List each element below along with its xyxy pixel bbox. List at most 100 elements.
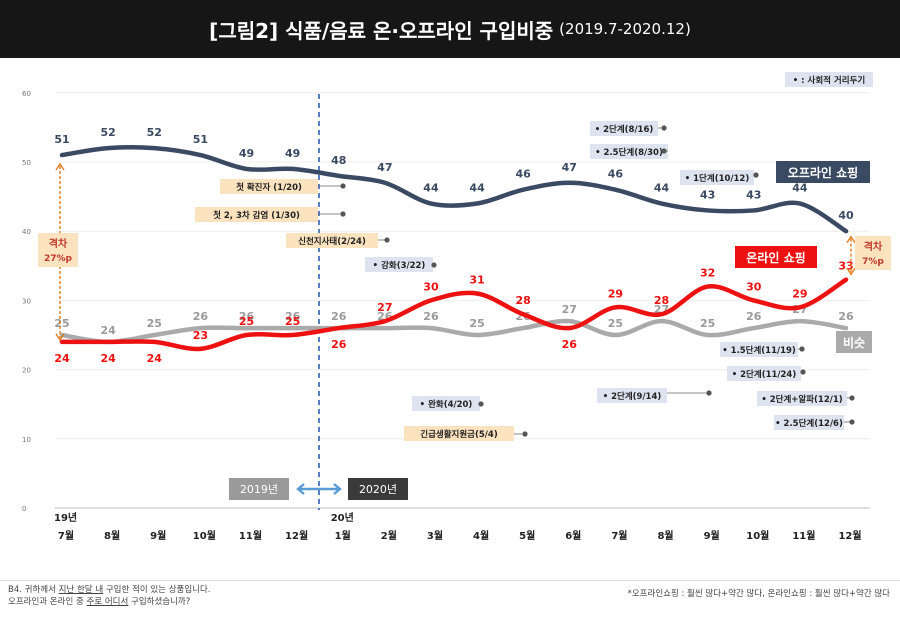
data-label: 31 — [469, 273, 484, 286]
event-box — [404, 426, 514, 441]
event-dot — [800, 369, 806, 375]
x-tick-label: 7월 — [58, 530, 74, 542]
y-tick-label: 40 — [22, 228, 31, 236]
data-label: 25 — [469, 317, 484, 330]
event-box — [757, 391, 847, 406]
x-tick-label: 3월 — [427, 530, 443, 542]
event-label: • 2단계(11/24) — [732, 369, 797, 380]
event-label: 첫 확진자 (1/20) — [236, 182, 302, 193]
data-label: 26 — [838, 310, 854, 323]
data-label: 44 — [654, 182, 670, 195]
event-label: • 2단계(9/14) — [603, 391, 662, 402]
data-label: 25 — [147, 317, 162, 330]
data-label: 46 — [516, 168, 532, 181]
x-tick-label: 10월 — [193, 530, 216, 542]
gap-label: 격차 — [864, 240, 883, 253]
event-annotation: 신천지사태(2/24) — [286, 233, 390, 248]
year-badge-label: 2019년 — [240, 483, 278, 496]
data-label: 27 — [377, 301, 392, 314]
gap-box — [38, 233, 78, 267]
event-label: • 1단계(10/12) — [685, 173, 750, 184]
event-label: • 1.5단계(11/19) — [722, 345, 796, 356]
gap-box — [855, 236, 891, 270]
event-dot — [478, 401, 484, 407]
y-tick-label: 20 — [22, 367, 31, 375]
event-dot — [340, 211, 346, 217]
data-label: 26 — [331, 338, 347, 351]
y-tick-label: 60 — [22, 90, 31, 98]
data-label: 26 — [331, 310, 347, 323]
event-dot — [431, 262, 437, 268]
gap-value: 27%p — [44, 254, 73, 264]
x-tick-label: 11월 — [239, 530, 262, 542]
data-label: 27 — [562, 303, 577, 316]
event-annotation: • 완화(4/20) — [412, 396, 484, 411]
data-label: 47 — [562, 161, 577, 174]
data-label: 40 — [838, 209, 854, 222]
data-label: 44 — [469, 182, 485, 195]
event-label: • 2.5단계(8/30) — [595, 147, 663, 158]
year-badge-label: 2020년 — [359, 483, 397, 496]
event-box — [195, 207, 318, 222]
event-annotation: 첫 2, 3차 감염 (1/30) — [195, 207, 346, 222]
legend-bg — [836, 331, 872, 353]
event-annotation: • 2단계(9/14) — [597, 388, 712, 403]
year-badge-2019: 2019년 — [229, 478, 289, 500]
gap-arrow-icon — [846, 235, 856, 276]
legend-online: 온라인 쇼핑 — [735, 246, 817, 268]
gap-arrow-icon — [55, 162, 65, 342]
event-box — [720, 342, 798, 357]
double-arrow-icon — [296, 483, 342, 495]
data-label: 24 — [100, 352, 116, 365]
x-tick-label: 9월 — [704, 530, 720, 542]
legend-similar: 비슷 — [836, 331, 872, 353]
event-annotation: • 2단계(8/16) — [590, 121, 667, 136]
distancing-legend-label: • : 사회적 거리두기 — [793, 75, 865, 86]
event-label: 긴급생활지원금(5/4) — [420, 429, 498, 440]
event-annotation: • 강화(3/22) — [365, 257, 437, 272]
data-label: 49 — [239, 147, 254, 160]
data-label: 25 — [285, 315, 300, 328]
legend-label: 온라인 쇼핑 — [746, 250, 805, 265]
footer-divider — [0, 580, 900, 581]
x-tick-label: 4월 — [473, 530, 489, 542]
event-label: 신천지사태(2/24) — [298, 236, 366, 247]
data-label: 48 — [331, 154, 346, 167]
chart-title-bar: [그림2] 식품/음료 온·오프라인 구입비중 (2019.7-2020.12) — [0, 0, 900, 58]
data-label: 23 — [193, 329, 208, 342]
footnote: *오프라인쇼핑 : 훨씬 많다+약간 많다, 온라인쇼핑 : 훨씬 많다+약간 … — [627, 589, 890, 599]
year-label: 20년 — [331, 511, 354, 524]
series-line-similar — [59, 318, 849, 345]
event-annotation: • 2단계(11/24) — [727, 366, 806, 381]
x-tick-label: 7월 — [611, 530, 627, 542]
data-label: 24 — [54, 352, 70, 365]
data-label: 25 — [54, 317, 69, 330]
event-label: 첫 2, 3차 감염 (1/30) — [213, 210, 300, 221]
event-dot — [849, 395, 855, 401]
data-label: 26 — [423, 310, 439, 323]
event-annotation: • 2.5단계(8/30) — [590, 144, 668, 159]
data-label: 26 — [746, 310, 762, 323]
x-tick-label: 5월 — [519, 530, 535, 542]
event-dot — [661, 148, 667, 154]
data-label: 25 — [700, 317, 715, 330]
distancing-legend-bg — [785, 72, 873, 87]
data-label: 26 — [193, 310, 209, 323]
event-annotation: 긴급생활지원금(5/4) — [404, 426, 528, 441]
distancing-legend: • : 사회적 거리두기 — [785, 72, 873, 87]
event-dot — [384, 237, 390, 243]
event-dot — [706, 390, 712, 396]
chart-title: [그림2] 식품/음료 온·오프라인 구입비중 — [209, 18, 554, 43]
data-label: 44 — [423, 182, 439, 195]
series-line-online — [59, 277, 849, 352]
event-annotation: • 1단계(10/12) — [680, 170, 759, 185]
data-label: 26 — [285, 310, 301, 323]
gap-annotation: 격차 27%p — [38, 162, 78, 342]
data-label: 25 — [608, 317, 623, 330]
legend-bg — [776, 161, 870, 183]
legend-label: 오프라인 쇼핑 — [788, 165, 858, 180]
x-tick-label: 6월 — [565, 530, 581, 542]
data-label: 26 — [562, 338, 578, 351]
data-label: 24 — [147, 352, 163, 365]
